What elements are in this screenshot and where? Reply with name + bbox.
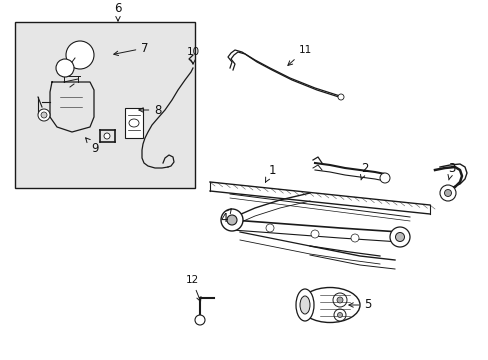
Circle shape [336, 297, 342, 303]
Text: 11: 11 [287, 45, 311, 66]
Circle shape [337, 312, 342, 318]
Text: 6: 6 [114, 1, 122, 21]
Text: 10: 10 [186, 47, 199, 64]
Circle shape [350, 234, 358, 242]
Circle shape [439, 185, 455, 201]
Text: 4: 4 [220, 209, 231, 225]
Text: 7: 7 [114, 41, 148, 55]
Circle shape [66, 41, 94, 69]
Circle shape [38, 109, 50, 121]
Ellipse shape [299, 288, 359, 323]
Circle shape [226, 215, 237, 225]
Circle shape [265, 224, 273, 232]
Text: 8: 8 [139, 104, 162, 117]
Bar [15, 22, 195, 188]
Circle shape [379, 173, 389, 183]
Circle shape [195, 315, 204, 325]
Ellipse shape [299, 296, 309, 314]
Circle shape [221, 209, 243, 231]
Text: 9: 9 [85, 138, 99, 154]
Circle shape [395, 233, 404, 242]
Circle shape [332, 293, 346, 307]
Text: 12: 12 [185, 275, 201, 301]
Circle shape [41, 112, 47, 118]
Ellipse shape [295, 289, 313, 321]
Text: 3: 3 [447, 162, 455, 180]
Circle shape [337, 94, 343, 100]
Circle shape [444, 189, 450, 197]
Bar [125, 108, 142, 138]
Text: 1: 1 [265, 163, 275, 182]
Circle shape [333, 309, 346, 321]
Circle shape [56, 59, 74, 77]
Circle shape [389, 227, 409, 247]
Text: 2: 2 [360, 162, 368, 180]
Circle shape [310, 230, 318, 238]
Circle shape [104, 133, 110, 139]
Text: 5: 5 [348, 298, 371, 311]
Ellipse shape [129, 119, 139, 127]
